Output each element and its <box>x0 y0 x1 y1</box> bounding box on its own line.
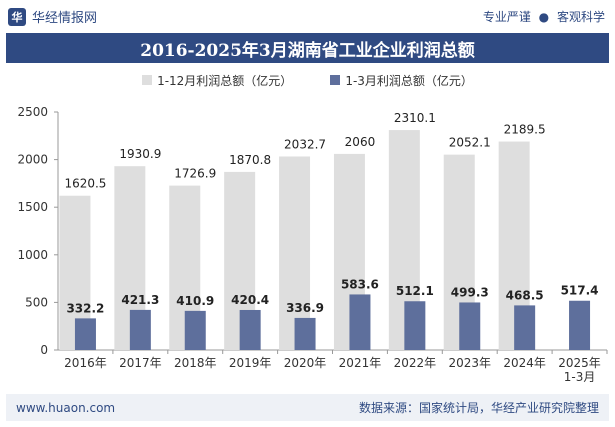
data-label-series1: 1870.8 <box>229 153 271 167</box>
bar-series2 <box>294 317 316 350</box>
data-label-series2: 410.9 <box>176 294 214 308</box>
chart-title: 2016-2025年3月湖南省工业企业利润总额 <box>6 33 609 63</box>
bar-series2 <box>459 302 481 350</box>
y-tick-label: 500 <box>25 295 48 309</box>
x-tick-label: 2023年 <box>448 356 491 370</box>
bar-series2 <box>349 294 371 350</box>
tagline-separator: ● <box>538 10 550 24</box>
y-tick-label: 0 <box>40 343 48 357</box>
brand: 华 华经情报网 <box>8 7 97 26</box>
legend-label-series2: 1-3月利润总额（亿元） <box>345 73 473 88</box>
data-label-series2: 512.1 <box>396 284 434 298</box>
brand-logo-icon: 华 <box>8 7 26 26</box>
tagline-right: 客观科学 <box>556 10 605 24</box>
y-tick-label: 2500 <box>17 105 48 119</box>
footer: www.huaon.com 数据来源：国家统计局，华经产业研究院整理 <box>6 394 609 421</box>
data-label-series2: 420.4 <box>231 293 269 307</box>
bar-series2 <box>129 309 151 350</box>
top-bar: 华 华经情报网 专业严谨 ● 客观科学 <box>0 0 615 33</box>
data-label-series2: 332.2 <box>66 301 104 315</box>
x-tick-label: 2016年 <box>64 356 107 370</box>
tagline-left: 专业严谨 <box>482 10 531 24</box>
y-tick-label: 2000 <box>17 153 48 167</box>
bar-series2 <box>404 301 426 350</box>
bar-series2 <box>74 318 96 350</box>
brand-name: 华经情报网 <box>32 11 98 26</box>
x-tick-label: 2024年 <box>503 356 546 370</box>
legend-label-series1: 1-12月利润总额（亿元） <box>157 73 293 88</box>
data-label-series2: 583.6 <box>341 277 379 291</box>
data-label-series1: 2060 <box>345 135 376 149</box>
y-tick-label: 1500 <box>17 200 48 214</box>
data-label-series2: 468.5 <box>506 288 544 302</box>
bar-chart: 0 500 1000 1500 2000 2500 2016年 1620.5 332.2 2017… <box>17 105 608 384</box>
footer-website: www.huaon.com <box>16 400 116 415</box>
bar-series1 <box>279 156 311 350</box>
legend-item-series2: 1-3月利润总额（亿元） <box>330 72 473 89</box>
x-tick-label: 2019年 <box>229 356 272 370</box>
data-label-series1: 1930.9 <box>119 147 161 161</box>
data-label-series1: 1620.5 <box>64 177 106 191</box>
tagline: 专业严谨 ● 客观科学 <box>483 8 605 25</box>
chart-legend: 1-12月利润总额（亿元） 1-3月利润总额（亿元） <box>0 70 615 90</box>
bar-series2 <box>514 305 536 350</box>
data-label-series2: 336.9 <box>286 301 324 315</box>
legend-swatch-series1 <box>142 75 153 85</box>
data-label-series1: 2310.1 <box>394 111 436 125</box>
bar-series2 <box>569 300 591 350</box>
data-label-series1: 2052.1 <box>449 136 491 150</box>
data-label-series2: 499.3 <box>451 285 489 299</box>
data-label-series1: 2189.5 <box>504 123 546 137</box>
x-tick-label: 2020年 <box>284 356 327 370</box>
data-label-series2: 421.3 <box>121 293 159 307</box>
bar-series2 <box>239 309 261 350</box>
data-label-series1: 2032.7 <box>284 137 326 151</box>
data-label-series1: 1726.9 <box>174 167 216 181</box>
x-tick-label: 2021年 <box>339 356 382 370</box>
x-tick-label: 1-3月 <box>564 370 596 384</box>
x-tick-label: 2018年 <box>174 356 217 370</box>
bar-series2 <box>184 310 206 350</box>
x-tick-label: 2022年 <box>394 356 437 370</box>
x-tick-label: 2025年 <box>558 356 601 370</box>
x-tick-label: 2017年 <box>119 356 162 370</box>
y-tick-label: 1000 <box>17 248 48 262</box>
legend-item-series1: 1-12月利润总额（亿元） <box>142 72 292 89</box>
footer-source: 数据来源：国家统计局，华经产业研究院整理 <box>358 401 599 415</box>
data-label-series2: 517.4 <box>561 284 599 298</box>
legend-swatch-series2 <box>330 75 341 85</box>
